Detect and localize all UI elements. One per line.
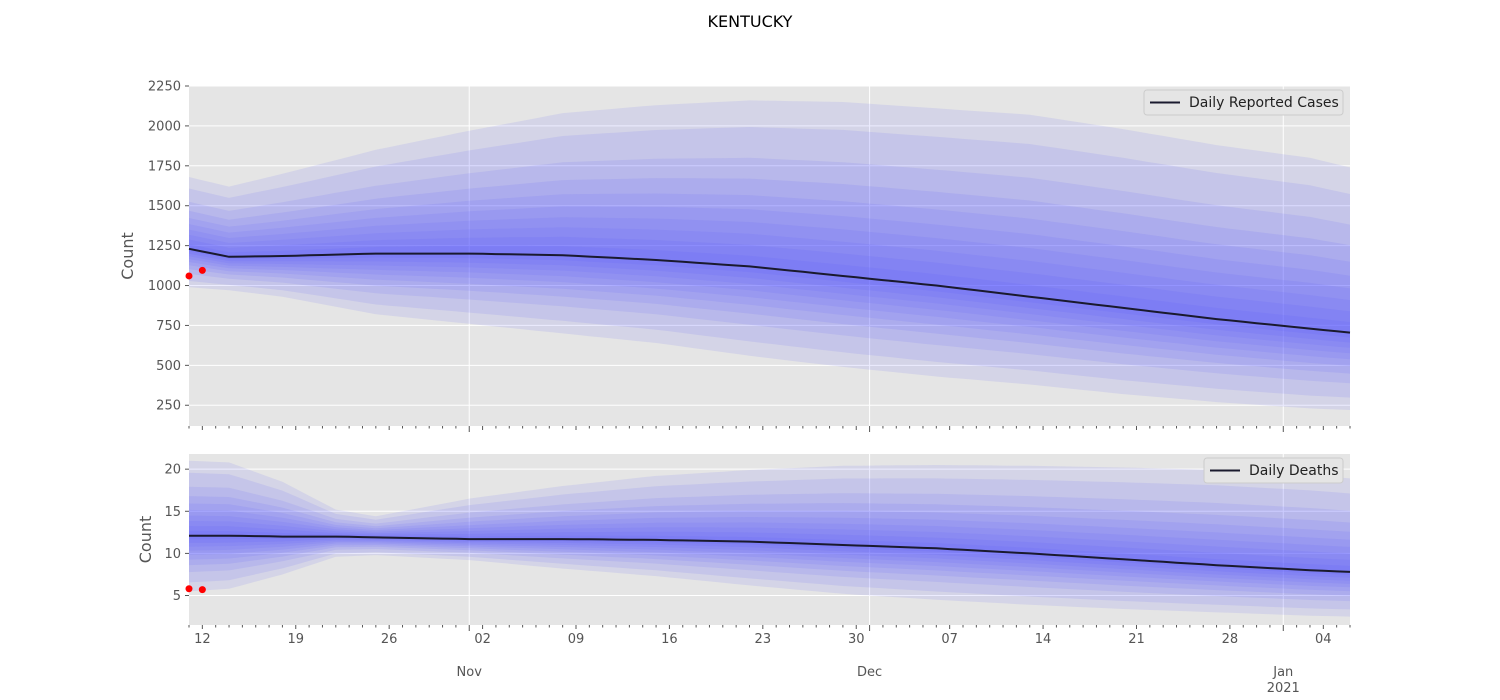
quantile-band-0.9	[189, 157, 1350, 384]
observed-point	[185, 585, 193, 593]
x-minor-tick-label: 04	[1315, 632, 1332, 647]
y-tick-label: 500	[156, 359, 181, 374]
y-tick-label: 1750	[148, 159, 181, 174]
quantile-band-0.9	[189, 486, 1350, 602]
quantile-band-0.7	[189, 217, 1350, 354]
quantile-band-0.55	[189, 530, 1350, 575]
y-tick-label: 15	[164, 505, 181, 520]
y-tick-label: 2250	[148, 80, 181, 95]
y-tick-label: 20	[164, 463, 181, 478]
quantile-band-0.7	[189, 515, 1350, 584]
observed-point	[198, 266, 206, 274]
y-tick-label: 2000	[148, 119, 181, 134]
median-line	[188, 247, 1351, 334]
x-minor-tick-label: 23	[755, 632, 772, 647]
observed-point	[185, 272, 193, 280]
y-axis-label: Count	[136, 516, 155, 564]
x-year-label: 2021	[1267, 681, 1300, 696]
quantile-band-0.85	[189, 496, 1350, 596]
x-minor-tick-label: 12	[194, 632, 211, 647]
forecast-bands	[189, 100, 1350, 411]
x-minor-tick-label: 28	[1222, 632, 1239, 647]
cases-legend-box	[1143, 89, 1344, 116]
x-major-tick-label: Dec	[857, 665, 882, 680]
forecast-bands	[189, 460, 1350, 617]
x-minor-tick-label: 16	[661, 632, 678, 647]
y-tick-label: 1000	[148, 279, 181, 294]
quantile-band-0.75	[189, 509, 1350, 588]
y-tick-label: 1500	[148, 199, 181, 214]
deaths-legend-box	[1203, 457, 1344, 484]
x-minor-tick-label: 26	[381, 632, 398, 647]
median-line	[189, 534, 1351, 573]
x-minor-tick-label: 19	[287, 632, 304, 647]
plot-area	[189, 454, 1350, 625]
quantile-band-0.55	[189, 244, 1350, 338]
y-tick-label: 5	[173, 589, 181, 604]
quantile-band-0.975	[189, 100, 1350, 411]
x-minor-tick-label: 09	[568, 632, 585, 647]
quantile-band-0.65	[189, 227, 1350, 348]
y-tick-label: 250	[156, 399, 181, 414]
quantile-band-0.95	[189, 127, 1350, 398]
observed-point	[198, 586, 206, 594]
quantile-band-0.65	[189, 521, 1350, 581]
quantile-band-0.75	[189, 206, 1350, 360]
x-minor-tick-label: 02	[474, 632, 491, 647]
quantile-band-0.975	[189, 460, 1350, 617]
cases-legend-label: Daily Reported Cases	[1189, 95, 1339, 111]
y-tick-label: 10	[164, 547, 181, 562]
y-tick-label: 1250	[148, 239, 181, 254]
cases-panel: 250 500 750 1000 1250 1500 1750 2000 2250 Count	[118, 80, 1351, 432]
plot-area	[189, 86, 1350, 426]
quantile-band-0.6	[189, 236, 1350, 343]
deaths-legend-label: Daily Deaths	[1249, 463, 1339, 479]
quantile-band-0.95	[189, 472, 1350, 610]
y-tick-label: 750	[156, 319, 181, 334]
x-minor-tick-label: 21	[1128, 632, 1145, 647]
chart-title: KENTUCKY	[708, 12, 793, 31]
deaths-panel: 5 10 15 20 Count	[136, 454, 1351, 631]
quantile-band-0.8	[189, 193, 1350, 366]
x-major-tick-label: Jan	[1272, 665, 1293, 680]
y-axis-label: Count	[118, 232, 137, 280]
cases-legend: Daily Reported Cases	[1143, 89, 1344, 116]
deaths-legend: Daily Deaths	[1203, 457, 1344, 484]
x-minor-tick-label: 07	[941, 632, 958, 647]
quantile-band-0.8	[189, 503, 1350, 592]
quantile-band-0.85	[189, 178, 1350, 374]
x-major-tick-label: Nov	[457, 665, 483, 680]
x-minor-tick-label: 14	[1035, 632, 1052, 647]
x-minor-tick-label: 30	[848, 632, 865, 647]
